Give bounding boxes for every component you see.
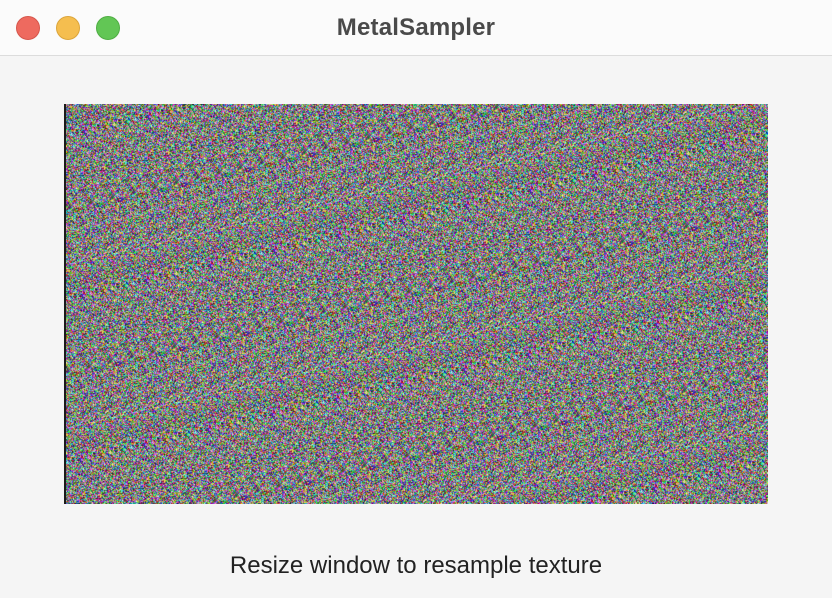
close-button[interactable]: [16, 16, 40, 40]
caption-label: Resize window to resample texture: [229, 552, 603, 579]
title-bar[interactable]: MetalSampler: [0, 0, 832, 56]
noise-texture-canvas: [66, 104, 768, 504]
minimize-button[interactable]: [56, 16, 80, 40]
texture-view[interactable]: [64, 104, 768, 504]
zoom-button[interactable]: [96, 16, 120, 40]
window-title: MetalSampler: [336, 14, 496, 41]
